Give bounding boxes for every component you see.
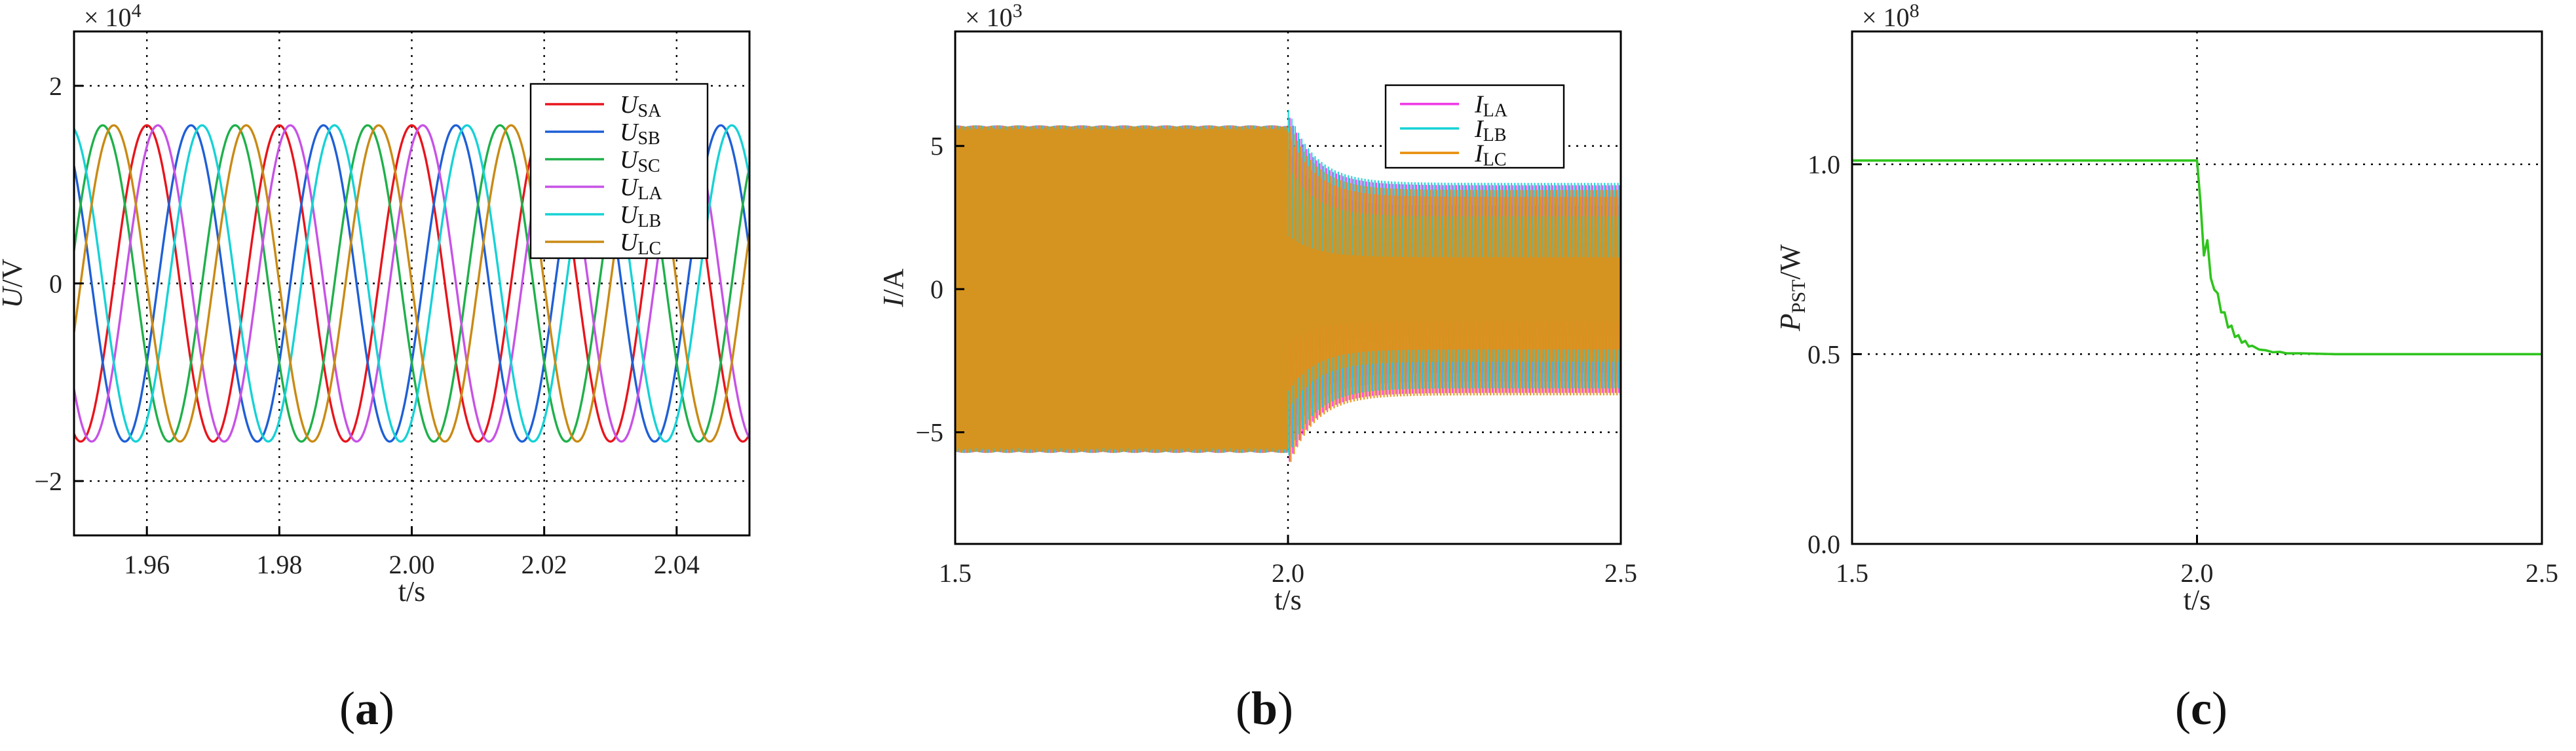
y-tick-label: −5	[915, 418, 943, 448]
panel-label: (b)	[1236, 682, 1293, 735]
y-tick-label: 0	[930, 275, 943, 304]
legend-entry: ILC	[1474, 140, 1506, 170]
panel-label: (c)	[2175, 682, 2227, 735]
axis-multiplier: × 103	[965, 0, 1023, 32]
plot-area	[1852, 159, 2542, 356]
x-tick-label: 1.96	[124, 550, 170, 579]
y-tick-label: 5	[930, 132, 943, 161]
x-tick-label: 2.0	[1272, 558, 1304, 588]
series-la	[74, 124, 749, 443]
series-lc	[955, 125, 1621, 463]
legend-entry: ULA	[620, 174, 663, 204]
x-tick-label: 2.00	[389, 550, 435, 579]
x-tick-label: 1.98	[256, 550, 302, 579]
series-pst	[1852, 159, 2542, 356]
plot-area	[955, 109, 1621, 463]
y-axis-label: I/A	[877, 268, 909, 307]
x-tick-label: 2.04	[654, 550, 700, 579]
legend-entry: ILB	[1474, 115, 1506, 145]
x-tick-label: 1.5	[939, 558, 972, 588]
axis-multiplier: × 108	[1862, 0, 1920, 32]
series-sa	[74, 124, 749, 443]
legend-entry: USB	[620, 119, 660, 149]
x-tick-label: 2.5	[2526, 558, 2558, 588]
legend-box	[529, 83, 709, 260]
y-axis-label: PPST/W	[1774, 244, 1809, 332]
legend-entry: USC	[620, 146, 660, 176]
panel-label: (a)	[339, 682, 394, 735]
panel-c-chart: 1.5 2.0 2.5 1.0 0.5 0.0 × 108 t/s PPST/W (c)	[1774, 0, 2558, 735]
x-tick-label: 2.0	[2181, 558, 2214, 588]
y-tick-label: 0	[49, 269, 62, 299]
y-tick-label: −2	[34, 467, 62, 496]
x-axis-label: t/s	[2184, 584, 2211, 616]
y-tick-label: 0.5	[1808, 339, 1840, 369]
x-tick-label: 2.02	[521, 550, 567, 579]
legend-entry: ILA	[1474, 91, 1508, 121]
series-lb	[74, 124, 749, 443]
legend-entry: ULC	[620, 229, 661, 259]
plot-frame	[1851, 30, 2543, 545]
legend-entry: USA	[620, 91, 662, 121]
grid	[1852, 31, 2542, 544]
y-tick-label: 1.0	[1808, 150, 1840, 180]
x-axis-label: t/s	[398, 575, 426, 607]
x-axis-label: t/s	[1274, 584, 1302, 616]
y-tick-label: 0.0	[1808, 530, 1840, 559]
x-tick-label: 1.5	[1836, 558, 1868, 588]
y-axis-label: U/V	[0, 258, 28, 308]
x-tick-label: 2.5	[1604, 558, 1637, 588]
axis-multiplier: × 104	[84, 0, 142, 32]
y-tick-label: 2	[49, 71, 62, 101]
legend-entry: ULB	[620, 201, 661, 231]
